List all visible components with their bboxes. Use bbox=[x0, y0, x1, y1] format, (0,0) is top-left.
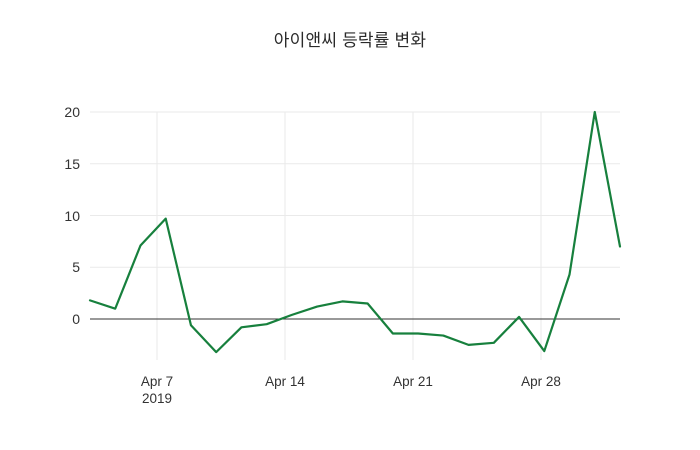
y-axis-tick-label: 10 bbox=[64, 207, 80, 224]
data-series-line bbox=[88, 110, 622, 354]
y-axis-tick-label: 5 bbox=[72, 259, 80, 276]
y-axis-tick-label: 20 bbox=[64, 104, 80, 120]
x-axis-tick-label: Apr 28 bbox=[521, 374, 561, 389]
x-axis-tick-label: Apr 14 bbox=[265, 374, 305, 389]
chart-title: 아이앤씨 등락률 변화 bbox=[273, 31, 427, 50]
x-axis-tick-label: Apr 21 bbox=[393, 374, 433, 389]
y-axis-tick-label: 15 bbox=[64, 155, 80, 172]
x-axis-tick-label: Apr 7 2019 bbox=[140, 374, 174, 406]
vertical-gridlines bbox=[156, 112, 542, 360]
y-axis-tick-label: 0 bbox=[72, 311, 80, 327]
